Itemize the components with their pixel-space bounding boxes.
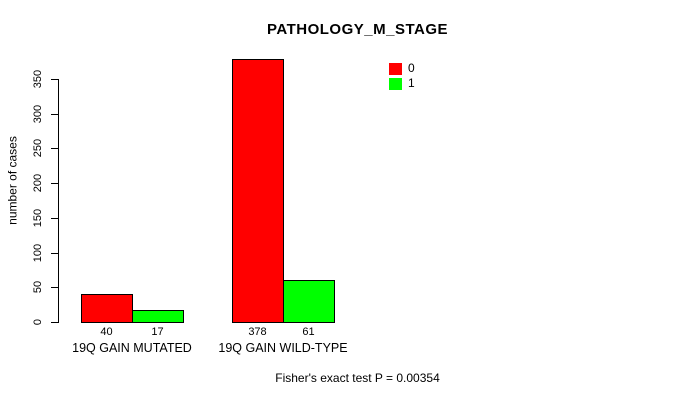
y-tick-mark bbox=[51, 183, 58, 185]
y-tick-mark bbox=[51, 287, 58, 289]
y-tick-label: 300 bbox=[32, 104, 44, 123]
bar-value-label: 17 bbox=[151, 326, 164, 338]
y-tick-mark bbox=[51, 252, 58, 254]
y-tick-mark bbox=[51, 322, 58, 323]
y-tick-label: 250 bbox=[32, 139, 44, 158]
legend-swatch-0 bbox=[389, 63, 402, 75]
y-tick-label: 100 bbox=[32, 243, 44, 262]
y-tick-mark bbox=[51, 148, 58, 150]
y-axis-line bbox=[58, 78, 59, 323]
bar-value-label: 378 bbox=[248, 326, 267, 338]
legend-entry-label: 1 bbox=[408, 75, 415, 90]
y-tick-label: 350 bbox=[32, 69, 44, 88]
y-axis-label: number of cases bbox=[5, 136, 20, 225]
x-category-label: 19Q GAIN WILD-TYPE bbox=[218, 341, 348, 355]
y-tick-label: 0 bbox=[32, 318, 44, 326]
bar-19q-gain-mutated-series-1 bbox=[132, 310, 184, 323]
bar-19q-gain-mutated-series-0 bbox=[81, 294, 133, 323]
chart-title: PATHOLOGY_M_STAGE bbox=[266, 21, 448, 38]
y-tick-label: 200 bbox=[32, 173, 44, 193]
y-tick-mark bbox=[51, 113, 58, 115]
legend-swatch-1 bbox=[389, 77, 402, 90]
bar-value-label: 61 bbox=[302, 326, 315, 338]
stat-test-caption: Fisher's exact test P = 0.00354 bbox=[275, 371, 440, 385]
y-tick-mark bbox=[51, 78, 58, 80]
bar-value-label: 40 bbox=[100, 326, 113, 338]
y-tick-mark bbox=[51, 217, 58, 219]
bar-19q-gain-wild-type-series-1 bbox=[283, 279, 335, 323]
y-tick-label: 50 bbox=[32, 281, 44, 294]
legend-entry-label: 0 bbox=[408, 61, 415, 75]
x-category-label: 19Q GAIN MUTATED bbox=[72, 341, 192, 355]
y-tick-label: 150 bbox=[32, 208, 44, 227]
bar-19q-gain-wild-type-series-0 bbox=[232, 59, 284, 323]
